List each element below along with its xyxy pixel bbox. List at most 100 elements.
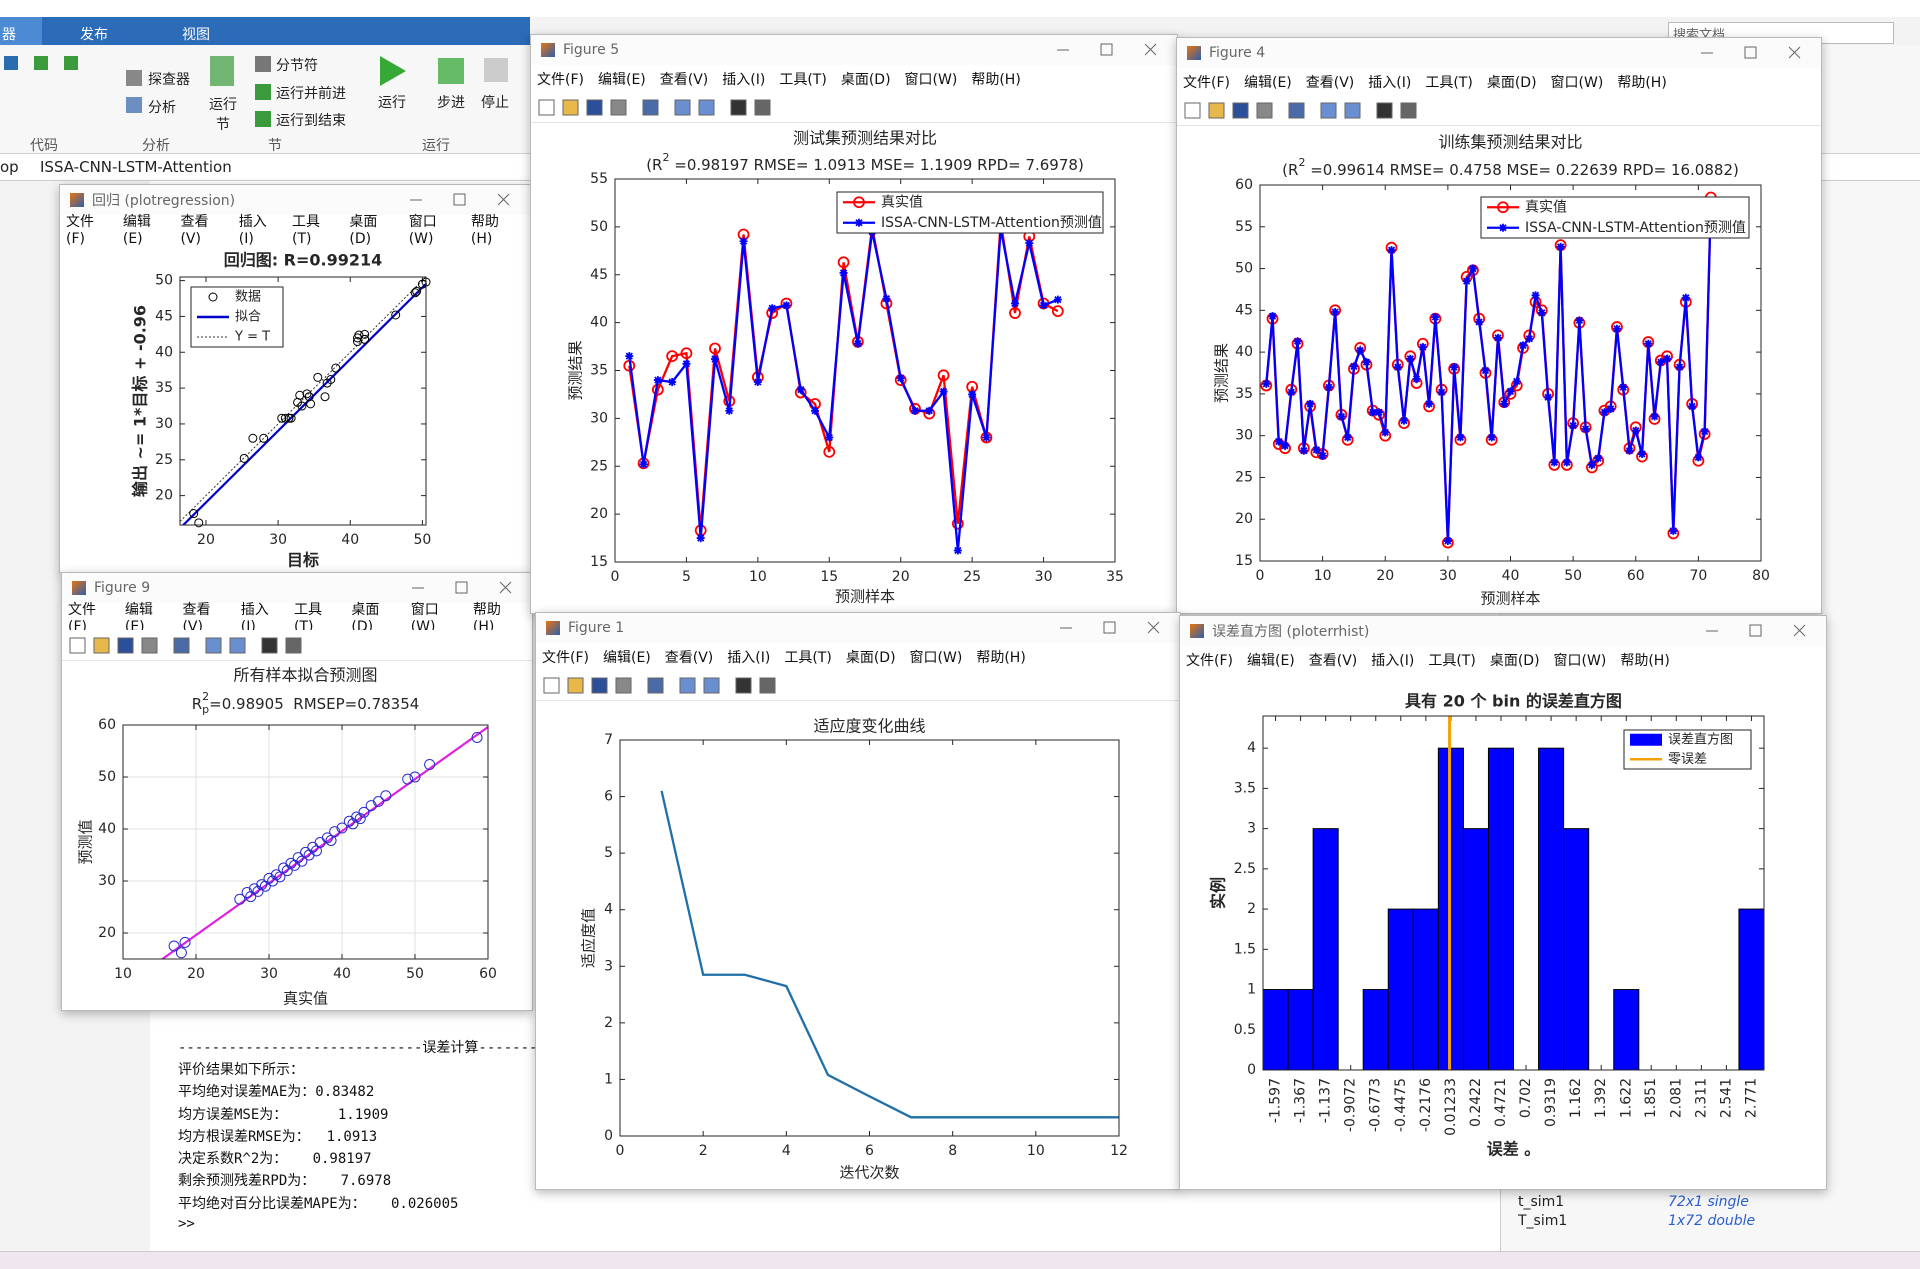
toolbar-button[interactable] <box>117 637 134 654</box>
command-prompt[interactable]: >> <box>178 1216 195 1232</box>
menu-item[interactable]: 插入(I) <box>1371 652 1415 669</box>
toolbar-button[interactable] <box>1232 102 1249 119</box>
toolbar-button[interactable] <box>615 677 632 694</box>
menu-item[interactable]: 插入(I) <box>722 71 766 88</box>
toolbar-button[interactable] <box>1288 102 1305 119</box>
toolbar-button[interactable] <box>610 99 627 116</box>
close-button[interactable] <box>1144 43 1157 56</box>
menu-item[interactable]: 桌面(D) <box>845 649 896 666</box>
toolbar-button[interactable] <box>538 99 555 116</box>
menu-item[interactable]: 查看(V) <box>664 649 714 666</box>
toolbar-button[interactable] <box>647 677 664 694</box>
menu-item[interactable]: 帮助(H) <box>971 71 1021 88</box>
toolbar-button[interactable] <box>679 677 696 694</box>
menu-item[interactable]: 查看(V) <box>659 71 709 88</box>
ribbon-button[interactable]: 探查器 <box>148 72 190 88</box>
menu-item[interactable]: 编辑(E) <box>122 213 151 247</box>
menu-item[interactable]: 桌面(D) <box>840 71 891 88</box>
tab[interactable]: 器 <box>2 27 16 43</box>
toolbar-button[interactable] <box>562 99 579 116</box>
menu-item[interactable]: 文件(F) <box>537 71 584 88</box>
toolbar-button[interactable] <box>1320 102 1337 119</box>
menu-item[interactable]: 查看(V) <box>180 213 209 247</box>
menu-item[interactable]: 编辑(E) <box>1246 652 1295 669</box>
toolbar-button[interactable] <box>1400 102 1417 119</box>
menu-item[interactable]: 帮助(H) <box>1620 652 1670 669</box>
menu-item[interactable]: 编辑(E) <box>597 71 646 88</box>
menu-item[interactable]: 帮助(H) <box>976 649 1026 666</box>
menu-item[interactable]: 窗口(W) <box>1550 74 1604 91</box>
menu-item[interactable]: 插入(I) <box>238 213 267 247</box>
toolbar-button[interactable] <box>754 99 771 116</box>
maximize-button[interactable] <box>453 193 466 206</box>
toolbar-button[interactable] <box>730 99 747 116</box>
workspace-var[interactable]: t_sim1 <box>1518 1194 1565 1210</box>
toolbar-button[interactable] <box>591 677 608 694</box>
toolbar-button[interactable] <box>1208 102 1225 119</box>
ribbon-button[interactable]: 运行并前进 <box>276 86 346 102</box>
workspace-var[interactable]: T_sim1 <box>1518 1213 1568 1229</box>
ribbon-button[interactable]: 停止 <box>481 95 509 111</box>
ribbon-button[interactable]: 分节符 <box>276 58 318 74</box>
active-tab[interactable] <box>0 17 42 45</box>
toolbar-button[interactable] <box>285 637 302 654</box>
menu-item[interactable]: 编辑(E) <box>1243 74 1292 91</box>
toolbar-button[interactable] <box>1256 102 1273 119</box>
ribbon-button[interactable]: 运行 <box>378 95 406 111</box>
menu-item[interactable]: 文件(F) <box>1183 74 1230 91</box>
menu-item[interactable]: 窗口(W) <box>909 649 963 666</box>
toolbar-button[interactable] <box>703 677 720 694</box>
toolbar-button[interactable] <box>698 99 715 116</box>
toolbar-button[interactable] <box>567 677 584 694</box>
toolbar-button[interactable] <box>543 677 560 694</box>
menu-item[interactable]: 桌面(D) <box>1486 74 1537 91</box>
toolbar-button[interactable] <box>735 677 752 694</box>
path-part[interactable]: ISSA-CNN-LSTM-Attention <box>40 158 232 176</box>
menu-item[interactable]: 插入(I) <box>727 649 771 666</box>
maximize-button[interactable] <box>1749 624 1762 637</box>
menu-item[interactable]: 帮助(H) <box>470 213 499 247</box>
menu-item[interactable]: 工具(T) <box>779 71 827 88</box>
menu-item[interactable]: 编辑(E) <box>602 649 651 666</box>
menu-item[interactable]: 文件(F) <box>1186 652 1233 669</box>
toolbar-button[interactable] <box>759 677 776 694</box>
close-button[interactable] <box>1788 46 1801 59</box>
ribbon-button[interactable]: 分析 <box>148 100 176 116</box>
ribbon-button[interactable]: 运行节 <box>209 97 237 133</box>
toolbar-button[interactable] <box>261 637 278 654</box>
menu-item[interactable]: 帮助(H) <box>1617 74 1667 91</box>
menu-item[interactable]: 桌面(D) <box>1489 652 1540 669</box>
menu-item[interactable]: 文件(F) <box>66 213 94 247</box>
menu-item[interactable]: 桌面(D) <box>349 213 378 247</box>
menu-item[interactable]: 工具(T) <box>1425 74 1473 91</box>
toolbar-button[interactable] <box>229 637 246 654</box>
menu-item[interactable]: 窗口(W) <box>904 71 958 88</box>
toolbar-button[interactable] <box>1344 102 1361 119</box>
maximize-button[interactable] <box>455 581 468 594</box>
menu-item[interactable]: 窗口(W) <box>1553 652 1607 669</box>
menu-item[interactable]: 工具(T) <box>1428 652 1476 669</box>
maximize-button[interactable] <box>1103 621 1116 634</box>
menu-item[interactable]: 工具(T) <box>784 649 832 666</box>
menu-item[interactable]: 查看(V) <box>1305 74 1355 91</box>
tab[interactable]: 视图 <box>182 27 210 43</box>
menu-item[interactable]: 插入(I) <box>1368 74 1412 91</box>
ribbon-button[interactable]: 运行到结束 <box>276 113 346 129</box>
close-button[interactable] <box>497 193 510 206</box>
toolbar-button[interactable] <box>642 99 659 116</box>
ribbon-button[interactable]: 步进 <box>437 95 465 111</box>
toolbar-button[interactable] <box>1184 102 1201 119</box>
close-button[interactable] <box>1147 621 1160 634</box>
close-button[interactable] <box>499 581 512 594</box>
toolbar-button[interactable] <box>93 637 110 654</box>
menu-item[interactable]: 文件(F) <box>542 649 589 666</box>
toolbar-button[interactable] <box>674 99 691 116</box>
toolbar-button[interactable] <box>69 637 86 654</box>
menu-item[interactable]: 工具(T) <box>292 213 321 247</box>
close-button[interactable] <box>1793 624 1806 637</box>
toolbar-button[interactable] <box>141 637 158 654</box>
tab[interactable]: 发布 <box>80 27 108 43</box>
toolbar-button[interactable] <box>1376 102 1393 119</box>
path-part[interactable]: op <box>0 158 19 176</box>
toolbar-button[interactable] <box>586 99 603 116</box>
